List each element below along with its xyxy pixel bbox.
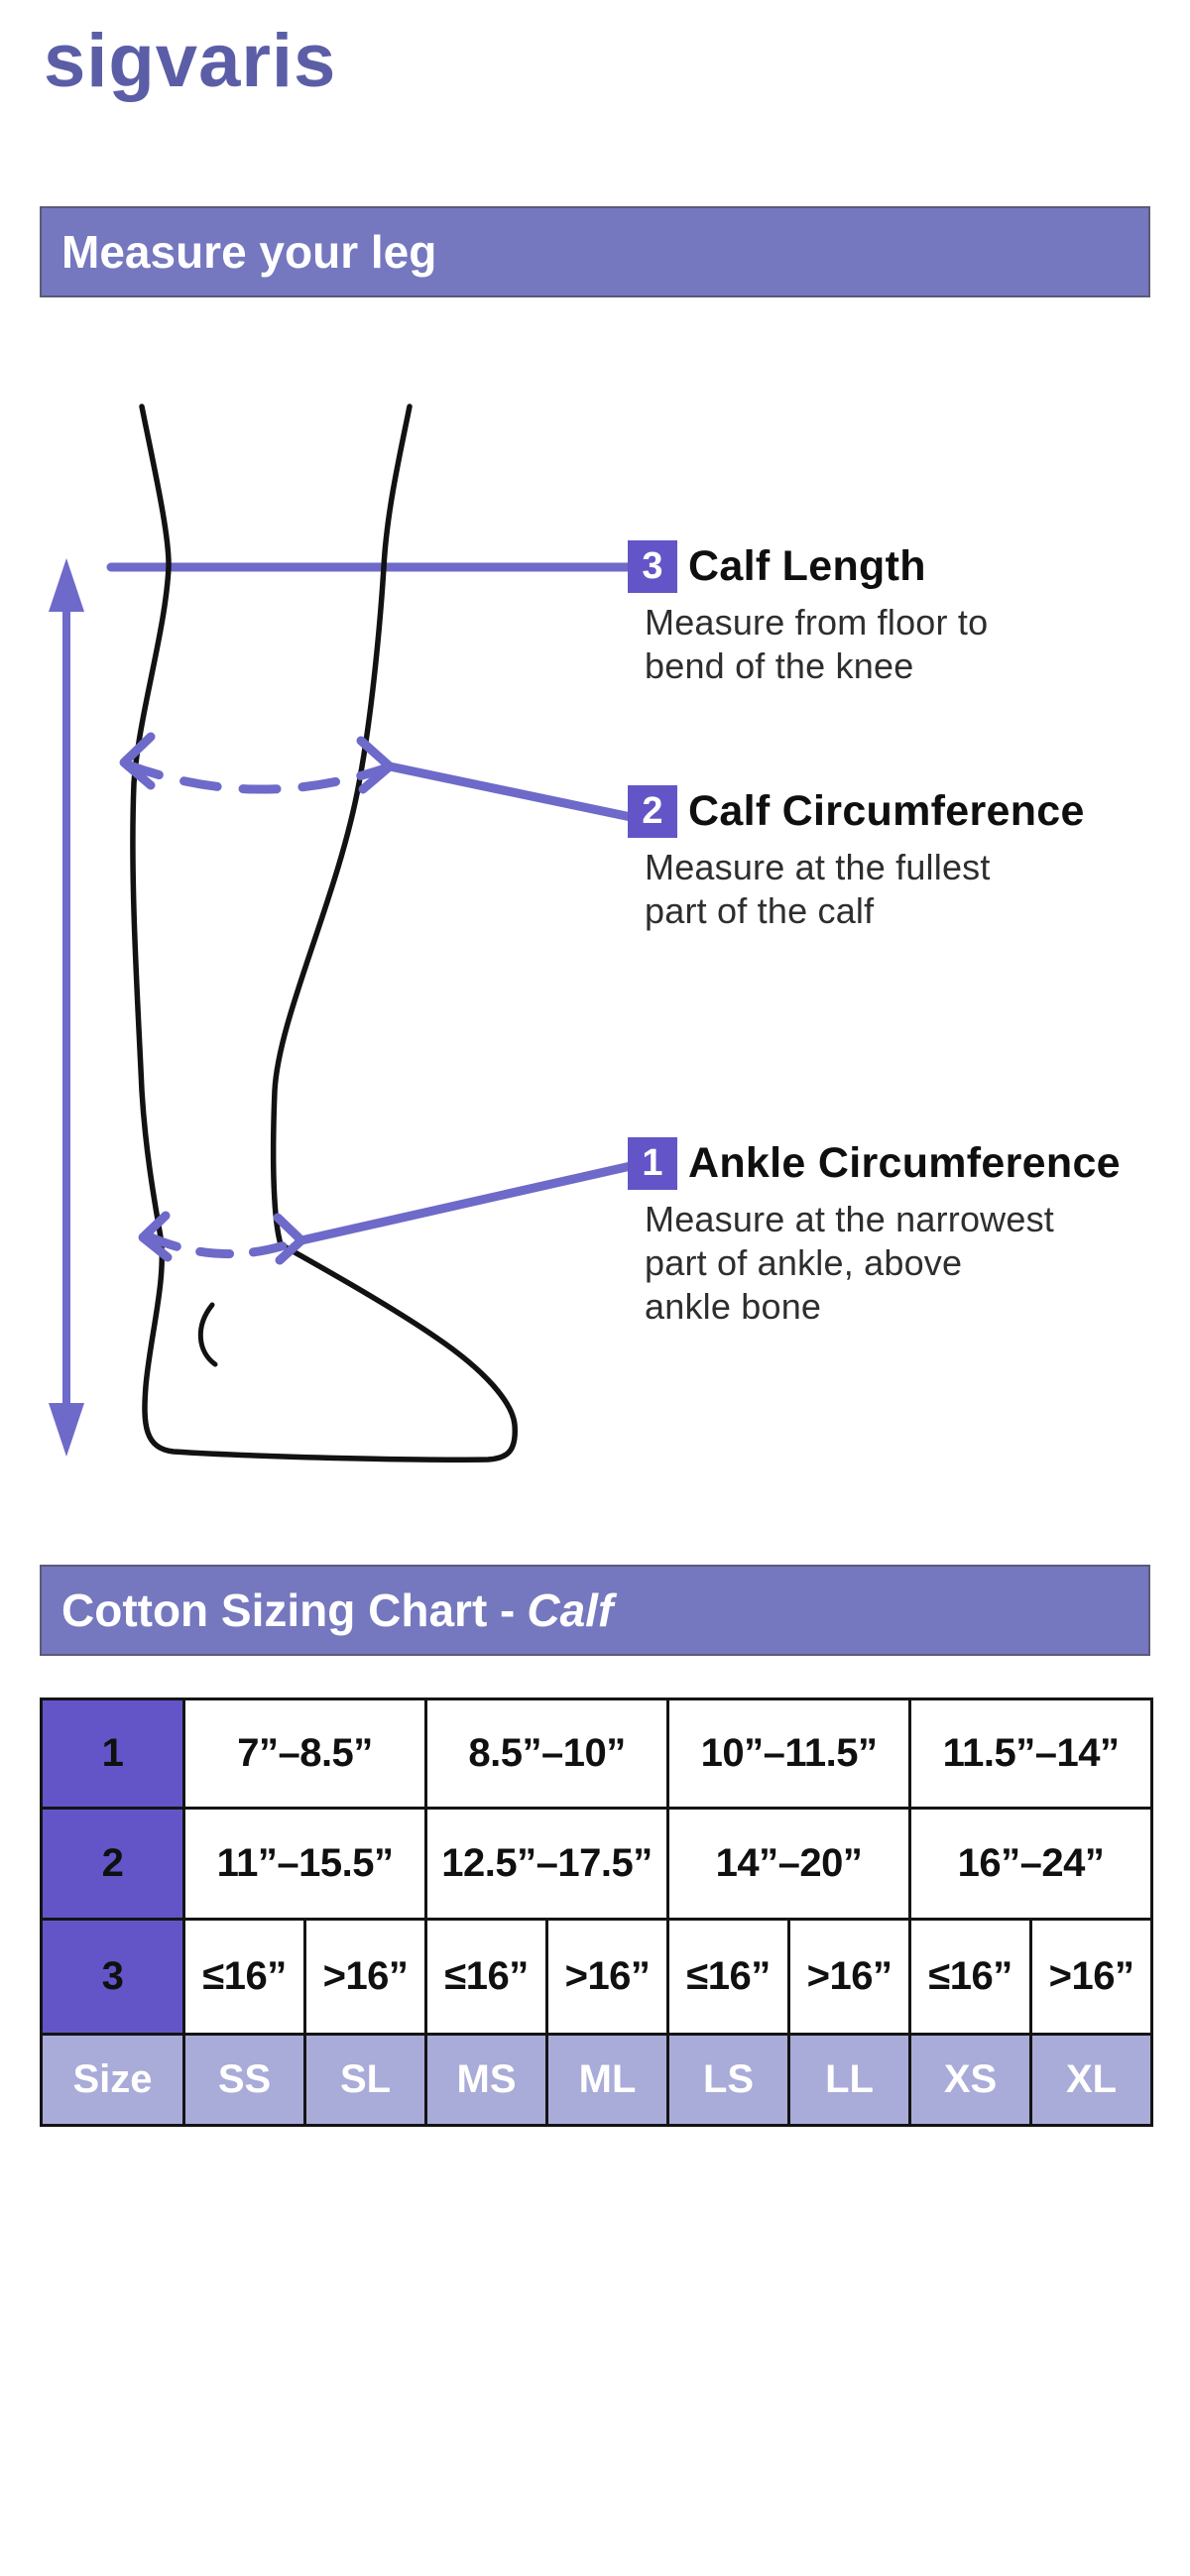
range-cell: >16”	[1029, 1918, 1154, 2036]
range-cell: ≤16”	[182, 1918, 306, 2036]
row-number-cell: 1	[40, 1698, 185, 1810]
annotation-1-badge: 1	[628, 1137, 677, 1190]
range-cell: 14”–20”	[666, 1807, 912, 1921]
section-header-measure: Measure your leg	[40, 206, 1150, 297]
table-row-ankle-circumference: 1 7”–8.5” 8.5”–10” 10”–11.5” 11.5”–14”	[40, 1698, 1154, 1810]
annotation-2-badge: 2	[628, 785, 677, 838]
leg-diagram	[49, 404, 640, 1463]
range-cell: ≤16”	[666, 1918, 791, 2036]
table-row-calf-circumference: 2 11”–15.5” 12.5”–17.5” 14”–20” 16”–24”	[40, 1807, 1154, 1921]
sizing-table: 1 7”–8.5” 8.5”–10” 10”–11.5” 11.5”–14” 2…	[40, 1698, 1154, 2127]
size-cell: MS	[424, 2033, 549, 2127]
range-cell: 16”–24”	[908, 1807, 1154, 1921]
annotation-1-title: Ankle Circumference	[688, 1139, 1121, 1187]
size-cell: LS	[666, 2033, 791, 2127]
range-cell: 11.5”–14”	[908, 1698, 1154, 1810]
section-header-measure-label: Measure your leg	[61, 226, 437, 278]
calf-circumference-measure	[119, 732, 636, 822]
table-row-sizes: Size SS SL MS ML LS LL XS XL	[40, 2033, 1154, 2127]
row-number-cell: 2	[40, 1807, 185, 1921]
range-cell: ≤16”	[424, 1918, 549, 2036]
size-cell: XS	[908, 2033, 1033, 2127]
range-cell: ≤16”	[908, 1918, 1033, 2036]
sizing-chart-title-italic: Calf	[527, 1584, 614, 1636]
range-cell: 10”–11.5”	[666, 1698, 912, 1810]
size-cell: LL	[787, 2033, 912, 2127]
size-cell: ML	[545, 2033, 670, 2127]
annotation-2-title: Calf Circumference	[688, 787, 1085, 835]
annotation-2-description: Measure at the fullest part of the calf	[645, 847, 991, 931]
annotation-1-description: Measure at the narrowest part of ankle, …	[645, 1199, 1054, 1327]
row-number-cell: 3	[40, 1918, 185, 2036]
annotation-3-title: Calf Length	[688, 542, 926, 590]
ankle-circumference-measure	[138, 1161, 636, 1265]
range-cell: 12.5”–17.5”	[424, 1807, 670, 1921]
range-cell: >16”	[787, 1918, 912, 2036]
range-cell: >16”	[302, 1918, 428, 2036]
calf-length-arrow	[49, 558, 84, 1457]
range-cell: 8.5”–10”	[424, 1698, 670, 1810]
size-cell: SS	[182, 2033, 306, 2127]
size-header-cell: Size	[40, 2033, 185, 2127]
ankle-bone-mark	[197, 1302, 218, 1367]
brand-logo: sigvaris	[44, 19, 337, 103]
section-header-sizing-chart: Cotton Sizing Chart - Calf	[40, 1565, 1150, 1656]
annotation-3-description: Measure from floor to bend of the knee	[645, 602, 989, 686]
annotation-3-badge: 3	[628, 540, 677, 593]
sizing-chart-title: Cotton Sizing Chart -	[61, 1584, 516, 1636]
range-cell: >16”	[545, 1918, 670, 2036]
size-cell: SL	[302, 2033, 428, 2127]
table-row-calf-length: 3 ≤16” >16” ≤16” >16” ≤16” >16” ≤16” >16…	[40, 1918, 1154, 2036]
range-cell: 7”–8.5”	[181, 1698, 428, 1810]
size-cell: XL	[1029, 2033, 1154, 2127]
range-cell: 11”–15.5”	[181, 1807, 428, 1921]
leg-outline	[130, 404, 518, 1463]
